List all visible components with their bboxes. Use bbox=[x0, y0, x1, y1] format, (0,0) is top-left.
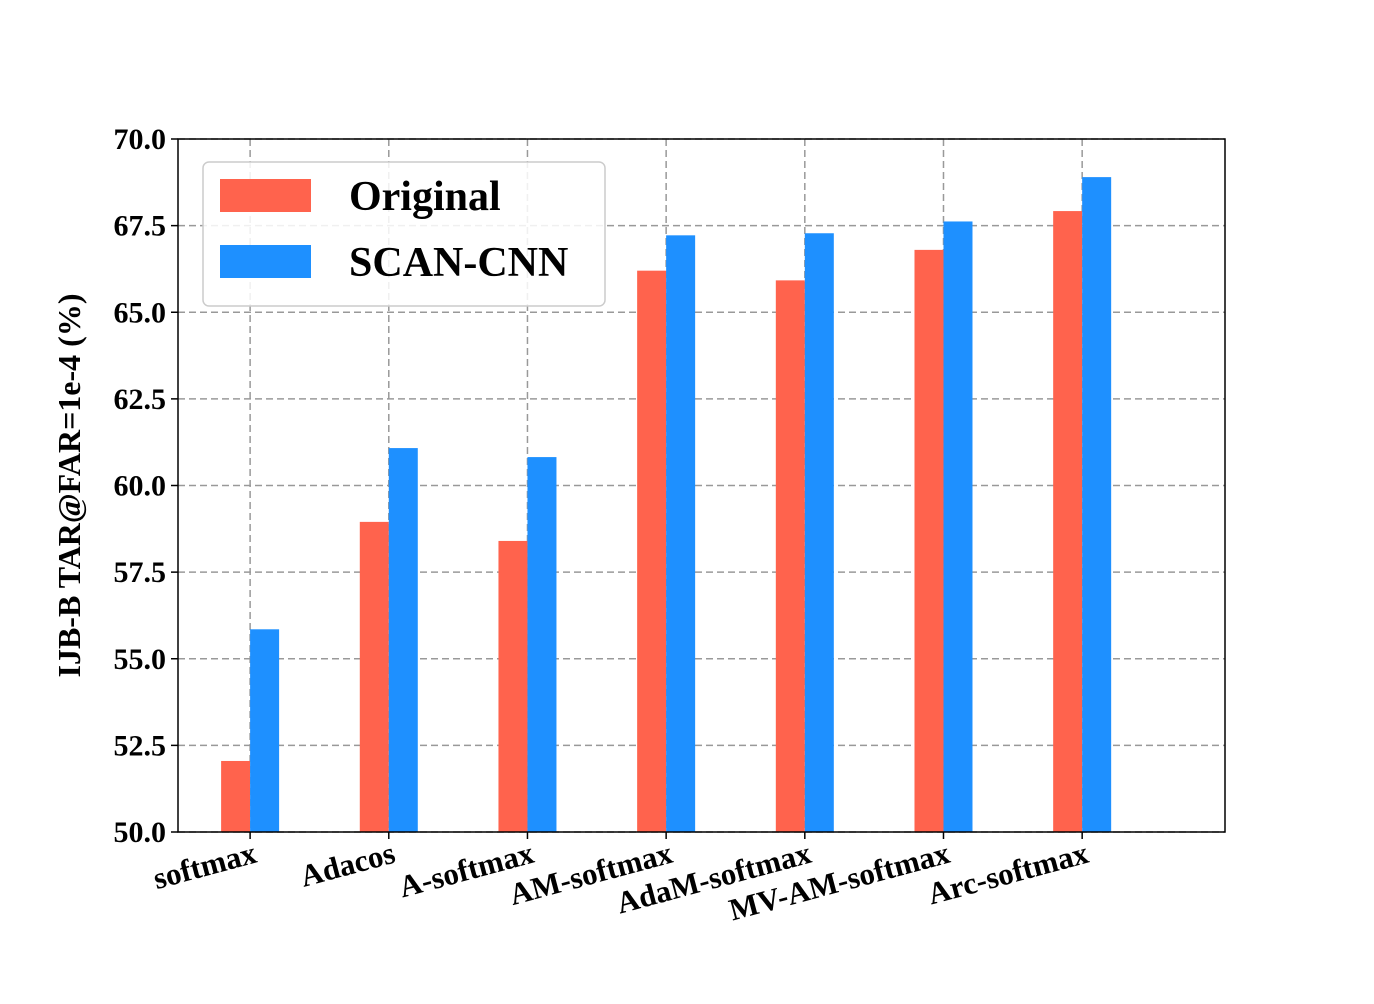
y-tick-label: 57.5 bbox=[114, 556, 167, 589]
legend: Original SCAN-CNN bbox=[202, 161, 606, 307]
bar-original-mv-am-softmax bbox=[914, 249, 944, 832]
y-tick-label: 52.5 bbox=[114, 729, 167, 762]
bars bbox=[221, 177, 1112, 833]
y-axis: 50.0 52.5 55.0 57.5 60.0 62.5 65.0 67.5 70.0 bbox=[114, 123, 178, 849]
bar-scan-cnn-a-softmax bbox=[527, 457, 557, 832]
legend-label: SCAN-CNN bbox=[349, 240, 568, 286]
bar-scan-cnn-adacos bbox=[388, 448, 418, 832]
bar-original-a-softmax bbox=[498, 540, 528, 832]
bar-scan-cnn-mv-am-softmax bbox=[943, 221, 973, 833]
x-tick-label: Arc-softmax bbox=[924, 835, 1093, 912]
bar-scan-cnn-arc-softmax bbox=[1082, 177, 1112, 833]
y-tick-label: 55.0 bbox=[114, 643, 167, 676]
y-tick-label: 62.5 bbox=[114, 383, 167, 416]
x-axis: softmax AdacosA-softmaxAM-softmaxAdaM-sof… bbox=[149, 832, 1092, 927]
bar-scan-cnn-adam-softmax bbox=[804, 233, 834, 833]
x-tick-label: softmax bbox=[149, 835, 260, 896]
x-tick-label: Adacos bbox=[296, 835, 398, 894]
y-tick-label: 67.5 bbox=[114, 210, 167, 243]
bar-original-arc-softmax bbox=[1053, 211, 1083, 832]
bar-original-adam-softmax bbox=[775, 280, 805, 832]
y-axis-title: IJB-B TAR@FAR=1e-4 (%) bbox=[51, 294, 87, 678]
bar-scan-cnn-softmax bbox=[250, 629, 280, 832]
legend-swatch bbox=[220, 245, 311, 278]
y-tick-label: 70.0 bbox=[114, 123, 167, 156]
bar-original-am-softmax bbox=[637, 270, 667, 832]
bar-original-adacos bbox=[359, 521, 389, 832]
y-tick-label: 60.0 bbox=[114, 470, 167, 503]
bar-original-softmax bbox=[221, 760, 251, 832]
legend-swatch bbox=[220, 179, 311, 212]
y-tick-label: 50.0 bbox=[114, 816, 167, 849]
y-tick-label: 65.0 bbox=[114, 296, 167, 329]
bar-scan-cnn-am-softmax bbox=[666, 235, 696, 832]
legend-label: Original bbox=[349, 174, 501, 220]
